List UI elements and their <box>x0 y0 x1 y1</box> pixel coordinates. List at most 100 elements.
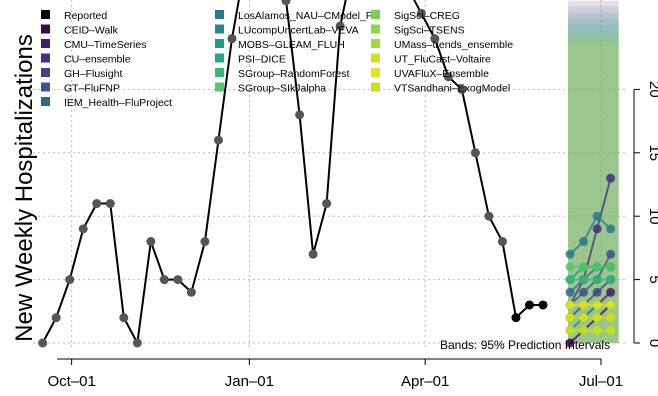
y-tick-label-2: 10 <box>646 208 658 225</box>
legend-label-3: CU–ensemble <box>64 54 131 66</box>
forecast-point-6-2 <box>592 211 602 221</box>
legend-label-16: UT_FluCast–Voltaire <box>394 54 491 66</box>
legend-swatch-16 <box>371 53 380 63</box>
reported-point-30 <box>443 72 453 82</box>
y-tick-label-1: 5 <box>646 275 658 283</box>
legend-swatch-2 <box>41 39 50 48</box>
forecast-point-15-1 <box>579 313 589 323</box>
forecast-point-15-2 <box>592 313 602 323</box>
forecast-point-6-0 <box>565 249 575 259</box>
x-tick-label-3: Jul–01 <box>579 373 623 390</box>
legend-swatch-17 <box>371 68 380 77</box>
legend-swatch-0 <box>41 10 50 19</box>
reported-line <box>41 0 543 347</box>
legend-label-4: GH–Flusight <box>64 68 122 80</box>
forecast-point-16-1 <box>579 300 589 310</box>
reported-point-3 <box>78 224 88 234</box>
forecast-line-2 <box>569 177 612 306</box>
legend-label-10: PSI–DICE <box>238 54 286 66</box>
reported-point-28 <box>416 8 426 18</box>
reported-point-1 <box>51 313 61 323</box>
legend-swatch-5 <box>41 82 50 92</box>
reported-point-18 <box>281 0 291 6</box>
y-tick-label-0: 0 <box>646 339 658 347</box>
legend-label-9: MOBS–GLEAM_FLUH <box>238 39 345 51</box>
forecast-series <box>565 173 616 348</box>
legend-swatch-8 <box>215 24 224 34</box>
legend-swatch-11 <box>215 68 224 77</box>
reported-point-32 <box>470 148 480 158</box>
forecast-point-11-3 <box>606 262 616 272</box>
legend-swatch-3 <box>41 53 50 63</box>
forecast-point-10-2 <box>592 275 602 285</box>
reported-series <box>38 0 548 348</box>
reported-point-2 <box>65 275 75 285</box>
forecast-point-17-2 <box>592 325 602 335</box>
reported-point-37 <box>538 300 548 310</box>
forecast-point-4-1 <box>579 287 589 297</box>
forecast-point-11-2 <box>592 262 602 272</box>
reported-point-35 <box>511 313 521 323</box>
reported-point-33 <box>484 211 494 221</box>
legend-label-11: SGroup–RandomForest <box>238 68 350 80</box>
forecast-point-5-0 <box>565 287 575 297</box>
legend-label-5: GT–FluFNP <box>64 83 120 95</box>
legend-label-12: SGroup–SIkJalpha <box>238 83 326 95</box>
legend-swatch-7 <box>215 10 224 19</box>
forecast-point-17-3 <box>606 325 616 335</box>
reported-point-11 <box>186 287 196 297</box>
legend-label-18: VTSandhani–ExogModel <box>394 83 510 95</box>
forecast-point-0-0 <box>565 338 575 348</box>
reported-point-14 <box>227 34 237 44</box>
legend-swatch-18 <box>371 82 380 92</box>
forecast-point-16-0 <box>565 300 575 310</box>
y-tick-label-4: 20 <box>646 81 658 98</box>
y-tick-label-3: 15 <box>646 144 658 161</box>
y-axis-label: New Weekly Hospitalizations <box>11 34 38 342</box>
x-tick-label-1: Jan–01 <box>225 373 274 390</box>
forecast-point-10-1 <box>579 275 589 285</box>
legend-swatch-10 <box>215 53 224 63</box>
legend-label-15: UMass–trends_ensemble <box>394 39 513 51</box>
reported-point-21 <box>322 199 332 209</box>
legend-swatch-13 <box>371 10 380 19</box>
axes: Oct–01 Jan–01 Apr–01 Jul–01 0 5 10 15 20 <box>47 81 658 390</box>
legend-label-1: CEID–Walk <box>64 25 119 37</box>
legend-label-14: SigSci–TSENS <box>394 25 465 37</box>
forecast-point-1-3 <box>606 287 616 297</box>
reported-point-31 <box>457 84 467 94</box>
forecast-point-15-0 <box>565 313 575 323</box>
reported-point-5 <box>105 199 115 209</box>
legend-swatch-1 <box>41 24 50 34</box>
forecast-point-15-3 <box>606 313 616 323</box>
forecast-point-10-3 <box>606 275 616 285</box>
reported-point-36 <box>524 300 534 310</box>
legend-swatch-15 <box>371 39 380 48</box>
x-tick-label-2: Apr–01 <box>401 373 449 390</box>
reported-point-6 <box>119 313 129 323</box>
forecast-point-4-3 <box>606 249 616 259</box>
forecast-point-17-0 <box>565 325 575 335</box>
forecast-point-16-3 <box>606 300 616 310</box>
reported-point-7 <box>132 338 142 348</box>
reported-point-20 <box>308 249 318 259</box>
bands-annotation: Bands: 95% Prediction Intervals <box>440 338 610 352</box>
reported-point-22 <box>335 21 345 31</box>
legend-swatch-12 <box>215 82 224 92</box>
legend-label-6: IEM_Health–FluProject <box>64 97 172 109</box>
legend-swatch-14 <box>371 24 380 34</box>
reported-point-19 <box>295 110 305 120</box>
legend-label-0: Reported <box>64 10 107 22</box>
legend-label-13: SigSci–CREG <box>394 10 460 22</box>
forecast-line-0 <box>569 304 612 344</box>
x-tick-label-0: Oct–01 <box>47 373 95 390</box>
reported-point-10 <box>173 275 183 285</box>
prediction-band-7 <box>568 42 619 343</box>
forecast-point-16-2 <box>592 300 602 310</box>
forecast-point-11-0 <box>565 262 575 272</box>
reported-point-8 <box>146 237 156 247</box>
legend-label-7: LosAlamos_NAU–CModel_Flu <box>238 10 381 22</box>
forecast-point-2-2 <box>592 224 602 234</box>
legend-label-2: CMU–TimeSeries <box>64 39 146 51</box>
